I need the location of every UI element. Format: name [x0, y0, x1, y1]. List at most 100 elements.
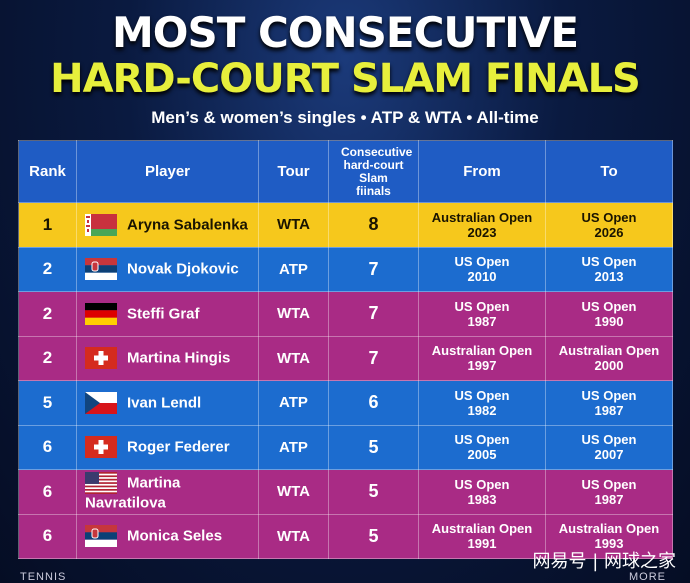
event-year: 2010 — [467, 269, 497, 285]
tour-cell: ATP — [258, 424, 329, 470]
from-cell: US Open 1983 — [418, 469, 546, 515]
table-row: 5 Ivan Lendl ATP 6 US Open 1982 US Open 1987 — [18, 380, 673, 426]
to-cell: Australian Open 2000 — [545, 335, 673, 381]
event-year: 1991 — [467, 536, 497, 552]
event-year: 2026 — [594, 224, 624, 240]
subtitle: Men’s & women’s singles • ATP & WTA • Al… — [151, 108, 539, 127]
column-header: Tour — [258, 140, 329, 203]
flag — [85, 258, 117, 280]
from-cell: US Open 1987 — [418, 291, 546, 337]
header-row: Rank Player Tour Consecutive hard-court … — [18, 140, 673, 203]
event-name: US Open — [581, 387, 637, 403]
table-row: 2 Novak Djokovic ATP 7 US Open 2010 US Open 201… — [18, 246, 673, 292]
player-name: Martina Hingis — [127, 349, 231, 367]
to-cell: US Open 1990 — [545, 291, 673, 337]
event-year: 1982 — [467, 402, 497, 418]
flag — [85, 347, 117, 369]
footer-text: MORE — [629, 571, 666, 583]
column-header: Consecutive hard-court Slam fiinals — [328, 140, 419, 203]
flag — [85, 392, 117, 414]
event-year: 1990 — [594, 313, 624, 329]
event-year: 2013 — [594, 269, 624, 285]
rank-cell: 6 — [18, 513, 77, 559]
event-year: 2007 — [594, 447, 624, 463]
tour-cell: WTA — [258, 469, 329, 515]
from-cell: US Open 2010 — [418, 246, 546, 292]
player-name: Monica Seles — [127, 527, 223, 545]
from-cell: Australian Open 1997 — [418, 335, 546, 381]
table-row: 2 Martina Hingis WTA 7 Australian Open 1997 Au… — [18, 335, 673, 381]
player-name: Aryna Sabalenka — [127, 216, 248, 234]
player-cell: Aryna Sabalenka — [76, 202, 259, 248]
event-name: Australian Open — [431, 209, 533, 225]
event-name: US Open — [581, 298, 637, 314]
event-name: US Open — [581, 254, 637, 270]
to-cell: US Open 2007 — [545, 424, 673, 470]
rank-cell: 1 — [18, 202, 77, 248]
player-cell: Roger Federer — [76, 424, 259, 470]
finals-cell: 8 — [328, 202, 419, 248]
player-name: Ivan Lendl — [127, 394, 202, 412]
event-name: US Open — [454, 432, 510, 448]
event-year: 2000 — [594, 358, 624, 374]
event-name: US Open — [581, 209, 637, 225]
from-cell: Australian Open 2023 — [418, 202, 546, 248]
finals-cell: 7 — [328, 291, 419, 337]
to-cell: US Open 2026 — [545, 202, 673, 248]
to-cell: US Open 1987 — [545, 469, 673, 515]
table-row: 6 Monica Seles WTA 5 Australian Open 1991 Aust… — [18, 513, 673, 559]
finals-cell: 6 — [328, 380, 419, 426]
event-year: 2023 — [467, 224, 497, 240]
finals-cell: 5 — [328, 513, 419, 559]
from-cell: Australian Open 1991 — [418, 513, 546, 559]
event-year: 1993 — [594, 536, 624, 552]
player-name: Steffi Graf — [127, 305, 200, 323]
to-cell: US Open 1987 — [545, 380, 673, 426]
footer-text: TENNIS — [20, 571, 67, 583]
player-cell: Steffi Graf — [76, 291, 259, 337]
rank-cell: 2 — [18, 246, 77, 292]
tour-cell: WTA — [258, 291, 329, 337]
event-name: Australian Open — [431, 343, 533, 359]
player-name: Roger Federer — [127, 438, 230, 456]
tour-cell: WTA — [258, 335, 329, 381]
event-name: US Open — [581, 476, 637, 492]
flag — [85, 436, 117, 458]
column-header: Player — [76, 140, 259, 203]
player-name: Novak Djokovic — [127, 260, 239, 278]
player-cell: Martina Navratilova — [76, 469, 259, 515]
event-year: 1997 — [467, 358, 497, 374]
event-year: 1987 — [594, 402, 624, 418]
title-line: HARD-COURT SLAM FINALS — [50, 56, 641, 102]
event-name: Australian Open — [558, 521, 660, 537]
table: Rank Player Tour Consecutive hard-court … — [18, 140, 673, 559]
table-row: 6 Martina Navratilova WTA 5 US Open 1983 US Op… — [18, 469, 673, 515]
rank-cell: 6 — [18, 469, 77, 515]
event-year: 1987 — [594, 491, 624, 507]
event-name: US Open — [454, 476, 510, 492]
tour-cell: ATP — [258, 380, 329, 426]
rank-cell: 6 — [18, 424, 77, 470]
watermark: 网易号 | 网球之家 — [532, 551, 676, 572]
event-name: US Open — [454, 387, 510, 403]
event-name: US Open — [454, 298, 510, 314]
tour-cell: ATP — [258, 246, 329, 292]
tour-cell: WTA — [258, 202, 329, 248]
event-name: US Open — [454, 254, 510, 270]
finals-cell: 5 — [328, 469, 419, 515]
finals-cell: 5 — [328, 424, 419, 470]
event-year: 1987 — [467, 313, 497, 329]
player-name: Martina Navratilova — [85, 474, 181, 512]
column-header: Rank — [18, 140, 77, 203]
event-year: 2005 — [467, 447, 497, 463]
table-row: 1 Aryna Sabalenka WTA 8 Australian Open 2023 U… — [18, 202, 673, 248]
column-header: From — [418, 140, 546, 203]
player-cell: Ivan Lendl — [76, 380, 259, 426]
to-cell: US Open 2013 — [545, 246, 673, 292]
rank-cell: 2 — [18, 335, 77, 381]
flag — [85, 214, 117, 236]
flag — [85, 303, 117, 325]
table-row: 2 Steffi Graf WTA 7 US Open 1987 US Open 1990 — [18, 291, 673, 337]
event-name: Australian Open — [431, 521, 533, 537]
